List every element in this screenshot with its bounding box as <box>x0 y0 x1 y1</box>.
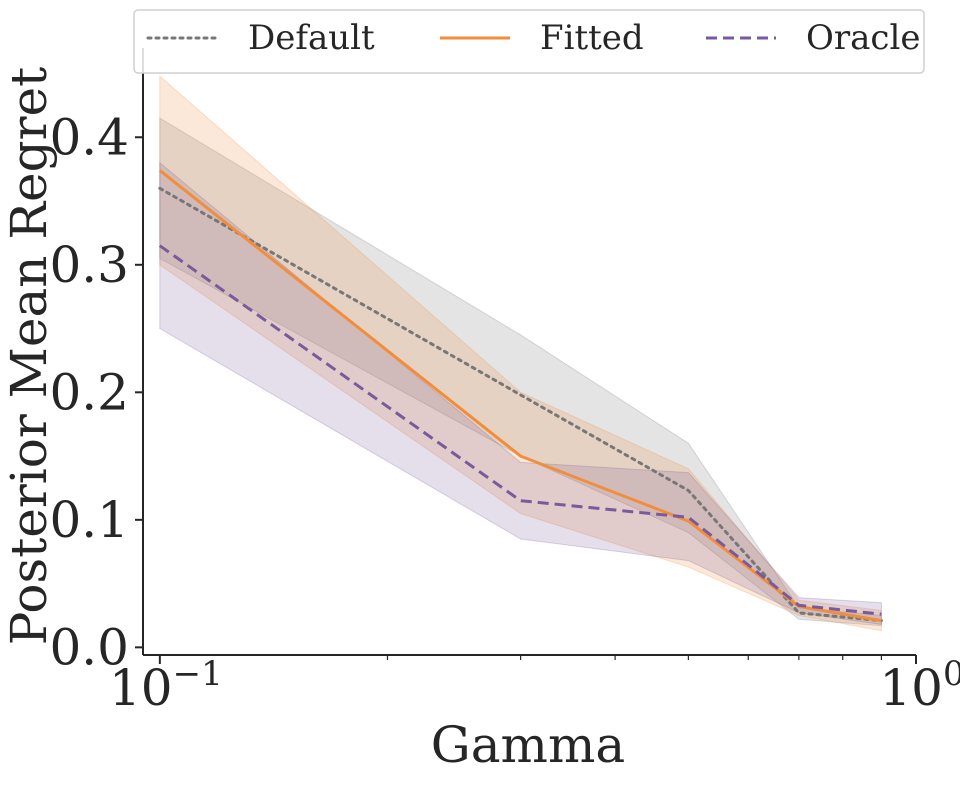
legend: Default Fitted Oracle <box>133 9 925 74</box>
y-tick-label: 0.1 <box>49 491 129 549</box>
x-axis-title: Gamma <box>431 716 625 774</box>
x-tick-label: 100 <box>879 654 960 717</box>
y-tick-label: 0.3 <box>49 236 129 294</box>
fitted-line <box>158 169 882 623</box>
legend-item-oracle: Oracle <box>706 18 920 58</box>
legend-frame <box>133 9 925 74</box>
default-line <box>158 186 883 623</box>
ticks: 0.0 0.1 0.2 0.3 0.4 10−1 100 <box>49 108 960 717</box>
axes <box>142 48 916 656</box>
y-tick-label: 0.4 <box>49 108 129 166</box>
legend-item-default: Default <box>146 18 375 58</box>
y-axis-title: Posterior Mean Regret <box>0 67 58 645</box>
oracle-line <box>158 244 882 616</box>
default-band <box>159 117 882 627</box>
fitted-band <box>159 74 882 632</box>
confidence-bands <box>159 74 882 632</box>
series-lines <box>158 169 883 623</box>
oracle-legend-label: Oracle <box>806 18 920 58</box>
legend-item-fitted: Fitted <box>440 18 644 58</box>
x-tick-label: 10−1 <box>109 654 223 717</box>
oracle-band <box>159 161 882 625</box>
fitted-legend-label: Fitted <box>540 18 644 58</box>
y-tick-label: 0.2 <box>49 363 129 421</box>
default-legend-label: Default <box>248 18 375 58</box>
y-tick-label: 0.0 <box>49 618 129 676</box>
